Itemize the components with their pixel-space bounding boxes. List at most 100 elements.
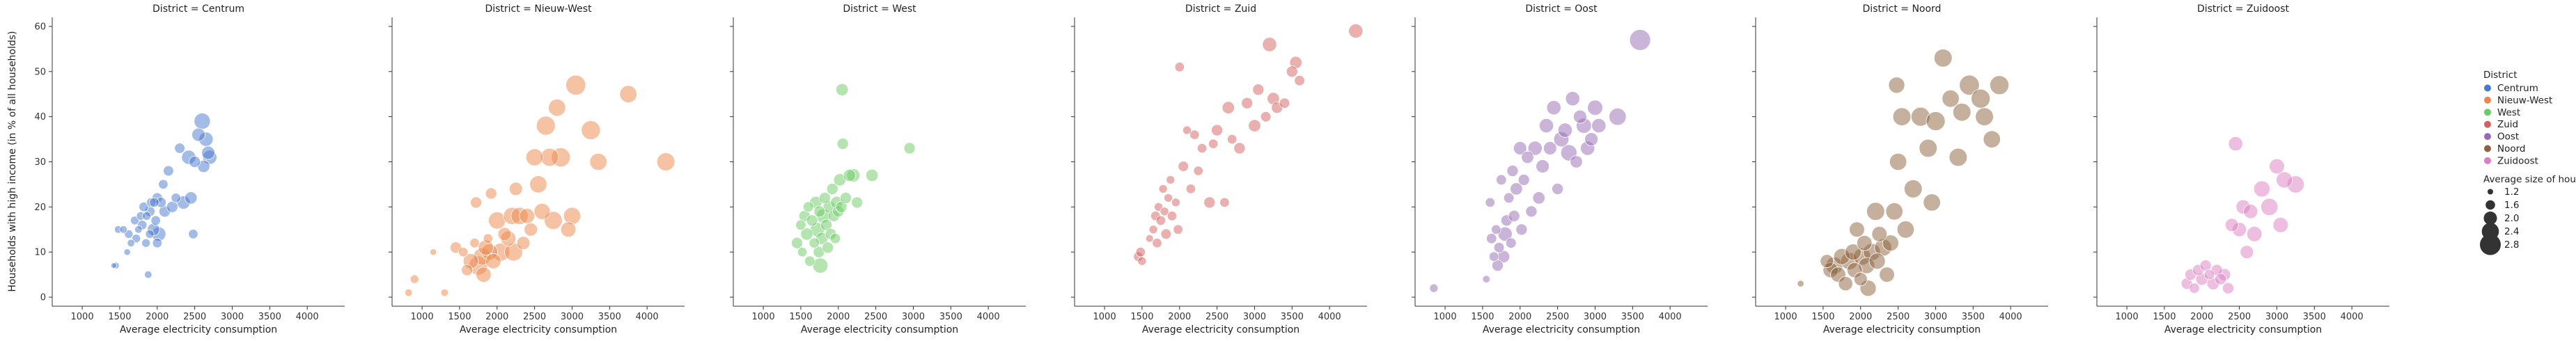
- x-tick-label: 4000: [2341, 312, 2364, 322]
- data-point: [171, 193, 181, 203]
- x-tick-label: 1000: [1774, 312, 1797, 322]
- data-point: [119, 225, 128, 234]
- data-point: [1557, 122, 1572, 138]
- x-tick-label: 3000: [1243, 312, 1266, 322]
- data-point: [1513, 141, 1527, 155]
- data-point: [142, 211, 152, 221]
- facet-panel-west: District = West 1000 1500 2000 2500 3000 3500 4…: [730, 3, 1026, 335]
- x-tick-label: 3500: [258, 312, 281, 322]
- data-point: [485, 253, 501, 269]
- x-tick-label: 2500: [1887, 312, 1910, 322]
- data-point: [404, 288, 413, 297]
- data-point: [1226, 134, 1238, 145]
- x-tick-label: 3000: [1584, 312, 1607, 322]
- data-point: [2246, 225, 2263, 242]
- facet-panel-zuid: District = Zuid 1000 1500 2000 2500 3000 3500 4…: [1071, 3, 1367, 335]
- data-point: [813, 205, 826, 218]
- data-point: [1552, 182, 1564, 195]
- legend-size-label: 2.4: [2504, 226, 2519, 237]
- data-point: [189, 155, 201, 168]
- data-point: [1942, 89, 1960, 108]
- legend-hue-label: Zuid: [2497, 119, 2518, 130]
- data-point: [1286, 65, 1298, 78]
- legend-size-marker: [2485, 200, 2495, 210]
- data-point: [1221, 101, 1235, 114]
- data-point: [1164, 193, 1173, 203]
- data-point: [1536, 159, 1550, 173]
- data-point: [1493, 241, 1505, 253]
- legend-hue-label: Centrum: [2497, 83, 2538, 94]
- data-point: [1591, 118, 1607, 134]
- data-point: [440, 288, 449, 297]
- data-point: [1882, 235, 1899, 252]
- data-point: [1532, 191, 1545, 205]
- data-point: [1203, 196, 1216, 209]
- data-point: [1888, 77, 1905, 94]
- x-tick-label: 1500: [2153, 312, 2176, 322]
- data-point: [1486, 232, 1497, 244]
- data-point: [130, 216, 139, 225]
- data-point: [1820, 254, 1834, 269]
- data-point: [1252, 84, 1265, 96]
- data-point: [1844, 244, 1861, 261]
- data-point: [476, 267, 492, 283]
- data-point: [1211, 124, 1224, 136]
- x-tick-label: 3500: [1962, 312, 1985, 322]
- data-point: [1166, 175, 1176, 184]
- facet-panel-oost: District = Oost 1000 1500 2000 2500 3000 3500 4…: [1412, 3, 1708, 335]
- data-point: [1182, 125, 1192, 135]
- facet-title: District = Noord: [1863, 3, 1942, 15]
- x-axis-label: Average electricity consumption: [801, 324, 958, 335]
- data-point: [1171, 198, 1180, 207]
- data-point: [1429, 283, 1439, 293]
- data-point: [1983, 130, 2001, 148]
- data-point: [836, 138, 849, 150]
- data-point: [525, 148, 544, 166]
- y-axis-label: Households with high income (in % of all…: [7, 31, 18, 292]
- x-tick-label: 2000: [1508, 312, 1531, 322]
- data-point: [565, 74, 586, 96]
- y-tick-label: 40: [34, 112, 46, 122]
- data-point: [822, 241, 834, 254]
- data-point: [548, 98, 566, 117]
- data-point: [1294, 75, 1305, 86]
- data-point: [1158, 184, 1168, 193]
- data-point: [1565, 91, 1580, 106]
- data-point: [2215, 273, 2227, 285]
- data-point: [508, 182, 523, 196]
- legend-hue-label: Zuidoost: [2497, 155, 2538, 166]
- data-point: [1508, 209, 1520, 222]
- x-tick-label: 1500: [1811, 312, 1834, 322]
- x-tick-label: 3000: [1924, 312, 1947, 322]
- legend-size-title: Average size of household: [2483, 174, 2576, 185]
- x-tick-label: 2000: [2190, 312, 2213, 322]
- data-point: [1155, 215, 1166, 226]
- legend-size-label: 1.2: [2504, 187, 2519, 198]
- facet-title: District = Nieuw-West: [485, 3, 592, 15]
- data-point: [469, 238, 480, 248]
- y-tick-label: 20: [34, 203, 46, 213]
- legend-hue-marker: [2484, 157, 2491, 164]
- data-point: [1485, 197, 1495, 208]
- data-point: [1137, 256, 1147, 266]
- x-tick-label: 4000: [977, 312, 1000, 322]
- y-tick-label: 60: [34, 22, 46, 32]
- data-point: [1838, 276, 1853, 292]
- data-point: [1879, 267, 1895, 283]
- data-point: [1868, 253, 1886, 270]
- x-tick-label: 3500: [1621, 312, 1644, 322]
- data-point: [483, 233, 494, 244]
- legend-size-label: 2.8: [2504, 239, 2519, 251]
- data-point: [2224, 218, 2239, 232]
- data-point: [1262, 37, 1277, 52]
- data-point: [1174, 62, 1185, 72]
- y-tick-label: 0: [40, 293, 46, 303]
- data-point: [2260, 198, 2279, 216]
- x-tick-label: 4000: [1318, 312, 1341, 322]
- x-tick-label: 3000: [2265, 312, 2288, 322]
- data-point: [1975, 107, 1994, 127]
- data-point: [158, 179, 169, 190]
- data-point: [1248, 119, 1261, 132]
